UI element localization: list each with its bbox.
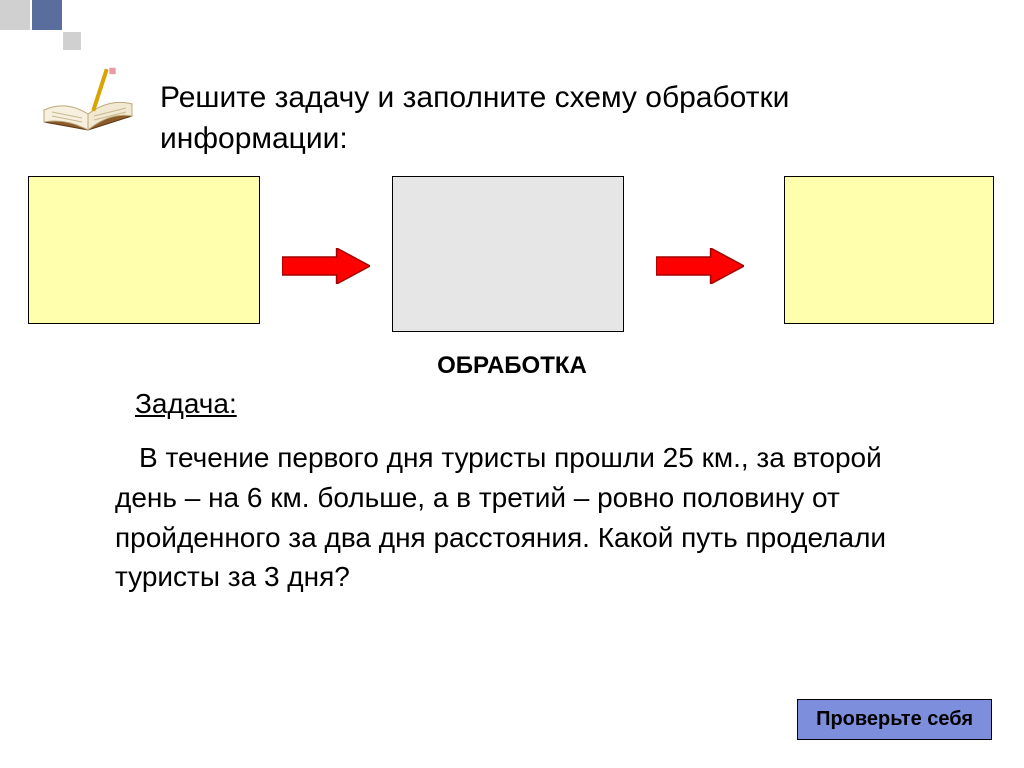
check-yourself-button[interactable]: Проверьте себя: [797, 699, 992, 740]
deco-square: [32, 0, 62, 30]
deco-square: [0, 0, 30, 30]
processing-label: ОБРАБОТКА: [0, 352, 1024, 380]
flow-box: [392, 176, 624, 332]
deco-square: [63, 32, 81, 50]
task-body: В течение первого дня туристы прошли 25 …: [115, 438, 920, 597]
flow-box: [784, 176, 994, 324]
page-title: Решите задачу и заполните схему обработк…: [160, 78, 980, 159]
arrow-right-icon: [282, 248, 370, 284]
book-icon: [38, 64, 143, 144]
flow-diagram: [28, 176, 996, 331]
task-heading: Задача:: [135, 388, 237, 420]
corner-decoration: [0, 0, 110, 55]
flow-box: [28, 176, 260, 324]
arrow-right-icon: [656, 248, 744, 284]
